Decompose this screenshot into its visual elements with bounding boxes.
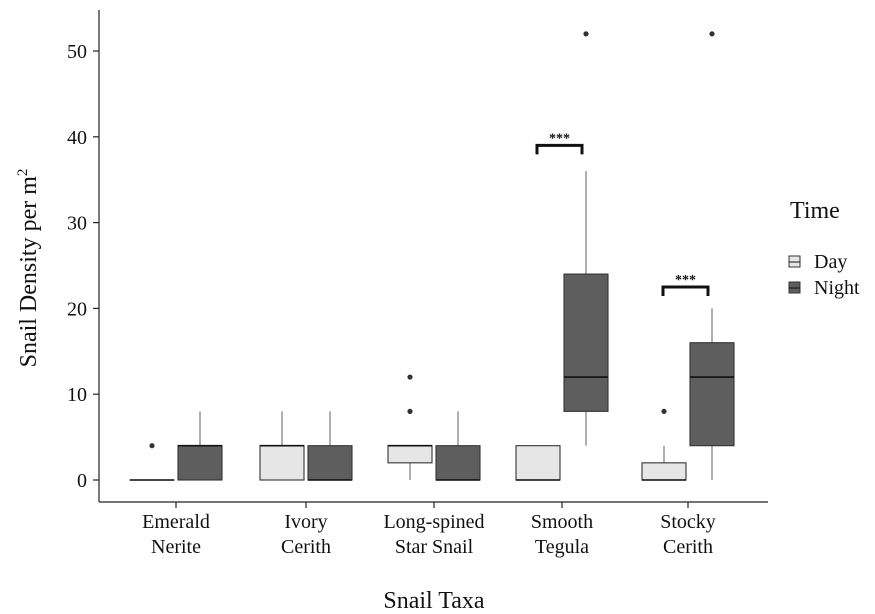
box-body	[259, 445, 305, 481]
box-body	[689, 342, 735, 447]
box-body	[307, 445, 353, 481]
y-tick-label: 40	[67, 127, 87, 149]
y-tick-label: 30	[67, 213, 87, 235]
x-tick-label: Long-spined Star Snail	[383, 511, 484, 558]
box-outlier	[583, 31, 589, 37]
significance-bracket: ***	[535, 131, 584, 155]
x-tick-label-line: Cerith	[281, 536, 331, 558]
box-body	[177, 445, 223, 481]
x-tick-label-line: Star Snail	[395, 536, 474, 558]
x-tick-label-line: Smooth	[531, 511, 593, 533]
box-body	[641, 462, 687, 481]
significance-bracket: ***	[661, 273, 710, 296]
x-axis-title: Snail Taxa	[383, 588, 485, 614]
significance-label: ***	[675, 273, 696, 288]
box-day	[129, 443, 175, 481]
box-day	[515, 445, 561, 481]
box-plot-series	[129, 31, 735, 481]
legend-title: Time	[790, 198, 840, 224]
box-body	[515, 445, 561, 481]
y-tick-label: 20	[67, 298, 87, 320]
significance-label: ***	[549, 131, 570, 146]
box-day	[387, 374, 433, 480]
y-axis: 0 10 20 30 40 50	[67, 10, 100, 502]
box-night	[307, 411, 353, 481]
x-tick-label-line: Emerald	[142, 511, 210, 533]
x-tick-label: Smooth Tegula	[531, 511, 593, 558]
box-outlier	[149, 443, 155, 449]
y-axis-title-text: Snail Density per m	[16, 176, 42, 368]
legend-label: Night	[814, 277, 860, 299]
legend-item-day: Day	[788, 251, 847, 273]
x-tick-label: Ivory Cerith	[281, 511, 331, 558]
y-tick-label: 10	[67, 384, 87, 406]
box-outlier	[407, 408, 413, 414]
x-tick-label-line: Nerite	[151, 536, 201, 558]
x-axis: Emerald Nerite Ivory Cerith Long-spined Star …	[99, 501, 768, 558]
x-tick-label-line: Stocky	[660, 511, 716, 533]
box-outlier	[661, 408, 667, 414]
box-night	[435, 411, 481, 481]
box-night	[177, 411, 223, 481]
y-tick-label: 0	[77, 470, 87, 492]
box-night	[689, 31, 735, 480]
x-tick-label-line: Cerith	[663, 536, 713, 558]
box-body	[435, 445, 481, 481]
x-tick-label-line: Long-spined	[383, 511, 484, 533]
box-body	[387, 445, 433, 464]
box-day	[641, 408, 687, 481]
x-tick-label: Emerald Nerite	[142, 511, 210, 558]
significance-brackets: *** ***	[535, 131, 710, 296]
significance-bracket-line	[535, 143, 584, 155]
x-tick-label-line: Ivory	[284, 511, 327, 533]
x-tick-label: Stocky Cerith	[660, 511, 716, 558]
box-body	[563, 273, 609, 412]
y-axis-title-superscript: 2	[15, 169, 31, 177]
box-night	[563, 31, 609, 446]
legend-item-night: Night	[788, 277, 860, 299]
x-tick-label-line: Tegula	[535, 536, 589, 558]
y-axis-title: Snail Density per m2	[15, 169, 42, 368]
box-outlier	[407, 374, 413, 380]
legend-label: Day	[814, 251, 847, 273]
box-outlier	[709, 31, 715, 37]
box-day	[259, 411, 305, 481]
legend: Time Day Night	[788, 198, 860, 299]
significance-bracket-line	[661, 285, 710, 296]
y-tick-label: 50	[67, 41, 87, 63]
